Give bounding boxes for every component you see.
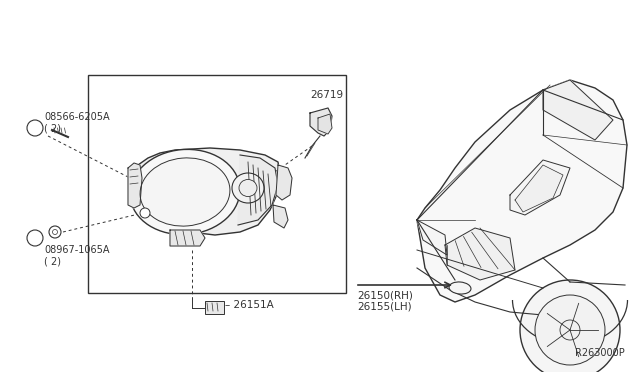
Ellipse shape	[239, 180, 257, 196]
Text: 08967-1065A
( 2): 08967-1065A ( 2)	[44, 245, 109, 267]
Text: 26150(RH)
26155(LH): 26150(RH) 26155(LH)	[357, 290, 413, 312]
Ellipse shape	[130, 150, 240, 235]
Circle shape	[52, 230, 58, 234]
Circle shape	[27, 120, 43, 136]
Text: 26719: 26719	[310, 90, 343, 100]
Polygon shape	[310, 108, 332, 136]
Circle shape	[535, 295, 605, 365]
Polygon shape	[543, 80, 613, 140]
Polygon shape	[515, 165, 563, 212]
Text: – 26151A: – 26151A	[225, 300, 274, 310]
Polygon shape	[128, 163, 142, 208]
Polygon shape	[510, 160, 570, 215]
Text: N: N	[32, 234, 38, 243]
Polygon shape	[276, 165, 292, 200]
Polygon shape	[417, 80, 627, 302]
Polygon shape	[238, 155, 278, 225]
Polygon shape	[318, 114, 332, 134]
Text: 08566-6205A
( 2): 08566-6205A ( 2)	[44, 112, 109, 134]
Polygon shape	[130, 148, 280, 235]
Polygon shape	[417, 220, 447, 255]
Ellipse shape	[232, 173, 264, 203]
Circle shape	[140, 208, 150, 218]
Polygon shape	[170, 230, 205, 246]
Bar	[88, 75, 346, 293]
Circle shape	[520, 280, 620, 372]
Text: R263000P: R263000P	[575, 348, 625, 358]
Circle shape	[49, 226, 61, 238]
Polygon shape	[273, 205, 288, 228]
FancyBboxPatch shape	[205, 301, 223, 314]
Polygon shape	[445, 228, 515, 280]
Ellipse shape	[449, 282, 471, 294]
Text: S: S	[33, 124, 37, 132]
Ellipse shape	[140, 158, 230, 226]
Circle shape	[27, 230, 43, 246]
Circle shape	[560, 320, 580, 340]
